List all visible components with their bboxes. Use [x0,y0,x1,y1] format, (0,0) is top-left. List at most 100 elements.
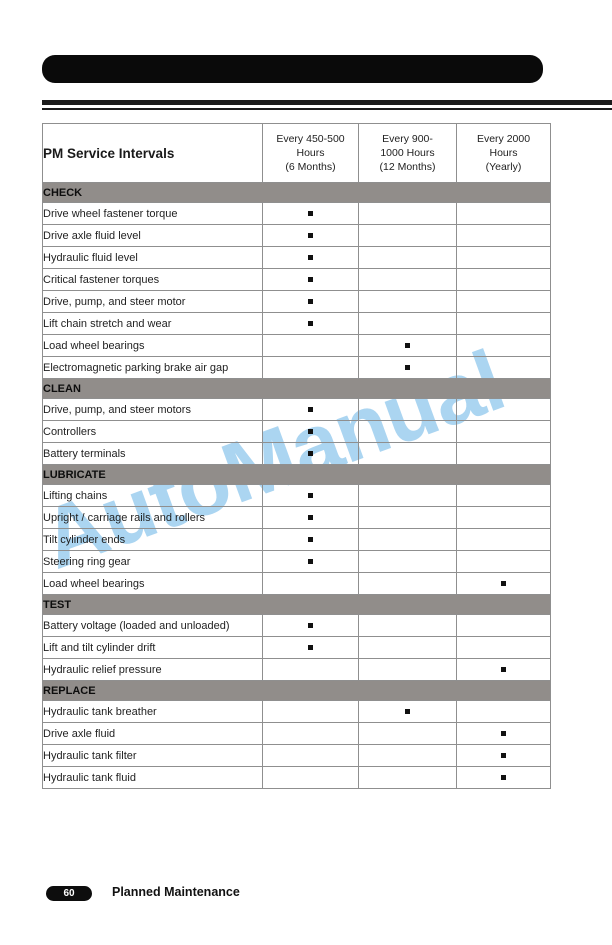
interval-mark-cell [456,572,551,595]
table-row: Lift chain stretch and wear [42,312,551,335]
interval-mark-cell [262,420,359,443]
section-row: TEST [42,594,551,615]
interval-mark-cell [262,268,359,291]
interval-mark-cell [456,614,551,637]
task-label: Hydraulic tank filter [42,744,263,767]
redacted-title-bar [42,55,543,83]
interval-mark-cell [456,744,551,767]
interval-mark-cell [262,290,359,313]
interval-mark-cell [456,334,551,357]
filled-square-mark [308,428,313,434]
task-label: Battery terminals [42,442,263,465]
table-row: Battery voltage (loaded and unloaded) [42,614,551,637]
task-label: Lifting chains [42,484,263,507]
table-row: Drive, pump, and steer motors [42,398,551,421]
interval-mark-cell [456,356,551,379]
interval-mark-cell [262,356,359,379]
table-row: Hydraulic relief pressure [42,658,551,681]
interval-mark-cell [262,636,359,659]
task-label: Hydraulic relief pressure [42,658,263,681]
table-row: Upright / carriage rails and rollers [42,506,551,529]
interval-mark-cell [262,614,359,637]
interval-mark-cell [358,550,457,573]
task-label: Hydraulic tank breather [42,700,263,723]
interval-mark-cell [456,550,551,573]
task-label: Load wheel bearings [42,334,263,357]
filled-square-mark [308,450,313,456]
table-row: Load wheel bearings [42,334,551,357]
interval-mark-cell [262,224,359,247]
filled-square-mark [501,580,506,586]
table-row: Drive axle fluid [42,722,551,745]
interval-mark-cell [358,224,457,247]
interval-mark-cell [358,290,457,313]
table-row: Hydraulic tank fluid [42,766,551,789]
interval-mark-cell [358,528,457,551]
filled-square-mark [308,276,313,282]
filled-square-mark [308,558,313,564]
interval-mark-cell [262,442,359,465]
task-label: Upright / carriage rails and rollers [42,506,263,529]
filled-square-mark [308,492,313,498]
interval-mark-cell [358,484,457,507]
interval-mark-cell [358,312,457,335]
interval-mark-cell [262,550,359,573]
task-label: Drive axle fluid level [42,224,263,247]
section-row: CHECK [42,182,551,203]
interval-mark-cell [456,658,551,681]
table-row: Lift and tilt cylinder drift [42,636,551,659]
section-row: LUBRICATE [42,464,551,485]
table-row: Drive wheel fastener torque [42,202,551,225]
table-row: Lifting chains [42,484,551,507]
interval-mark-cell [262,700,359,723]
interval-mark-cell [262,334,359,357]
interval-mark-cell [456,722,551,745]
task-label: Steering ring gear [42,550,263,573]
table-row: Drive, pump, and steer motor [42,290,551,313]
filled-square-mark [501,752,506,758]
table-title: PM Service Intervals [42,123,263,183]
interval-mark-cell [262,398,359,421]
interval-mark-cell [456,246,551,269]
interval-mark-cell [358,246,457,269]
interval-mark-cell [456,398,551,421]
interval-mark-cell [358,268,457,291]
interval-mark-cell [456,312,551,335]
interval-mark-cell [358,636,457,659]
section-row: REPLACE [42,680,551,701]
interval-mark-cell [262,484,359,507]
table-row: Battery terminals [42,442,551,465]
filled-square-mark [308,644,313,650]
interval-mark-cell [262,722,359,745]
task-label: Controllers [42,420,263,443]
filled-square-mark [308,514,313,520]
interval-mark-cell [358,614,457,637]
interval-mark-cell [262,658,359,681]
task-label: Lift and tilt cylinder drift [42,636,263,659]
interval-mark-cell [456,766,551,789]
section-header-label: REPLACE [42,680,551,701]
interval-mark-cell [358,420,457,443]
table-row: Hydraulic tank breather [42,700,551,723]
interval-mark-cell [358,744,457,767]
interval-mark-cell [262,744,359,767]
filled-square-mark [405,364,410,370]
table-row: Hydraulic fluid level [42,246,551,269]
table-header-row: PM Service Intervals Every 450-500 Hours… [42,123,551,183]
interval-mark-cell [262,312,359,335]
filled-square-mark [405,342,410,348]
task-label: Load wheel bearings [42,572,263,595]
column-header-450-500-hours: Every 450-500 Hours (6 Months) [262,123,359,183]
task-label: Drive, pump, and steer motors [42,398,263,421]
task-label: Battery voltage (loaded and unloaded) [42,614,263,637]
filled-square-mark [308,298,313,304]
interval-mark-cell [358,334,457,357]
table-row: Controllers [42,420,551,443]
task-label: Critical fastener torques [42,268,263,291]
filled-square-mark [308,210,313,216]
interval-mark-cell [456,442,551,465]
pm-service-intervals-table: PM Service Intervals Every 450-500 Hours… [42,123,551,789]
table-row: Steering ring gear [42,550,551,573]
filled-square-mark [405,708,410,714]
